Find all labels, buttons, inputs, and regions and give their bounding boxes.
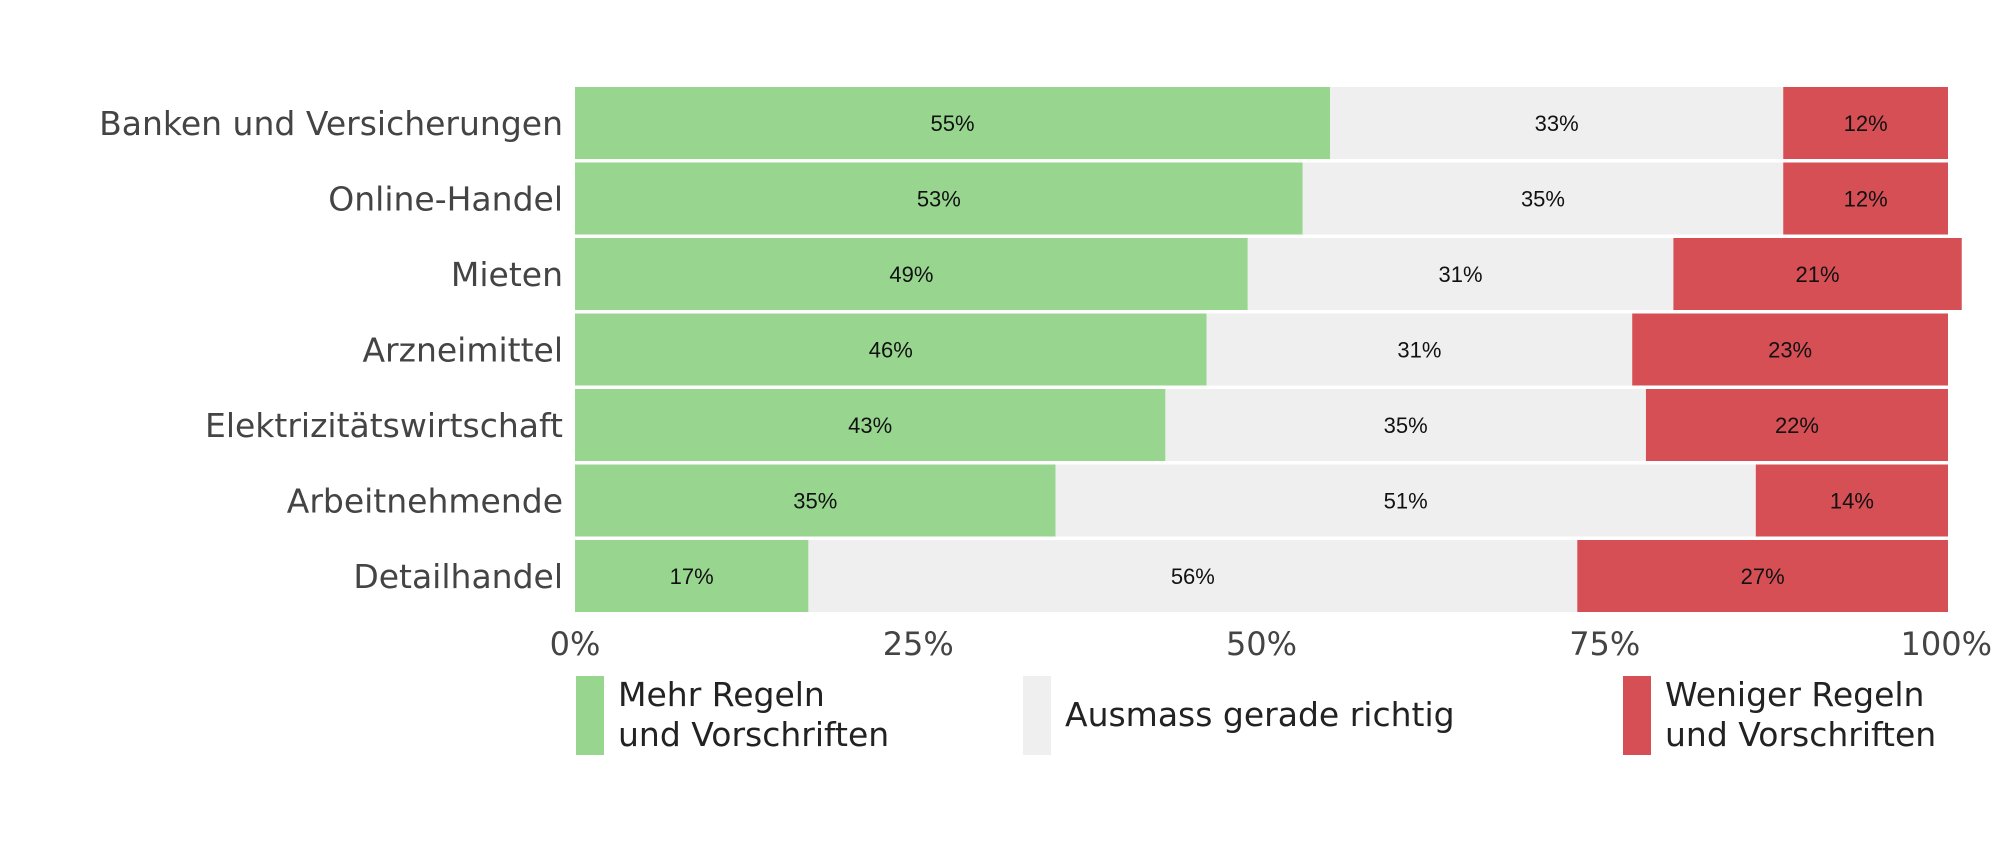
value-label: 31% [1397,338,1441,363]
value-label: 51% [1384,489,1428,514]
value-label: 49% [889,262,933,287]
value-label: 33% [1535,111,1579,136]
bar-segment-2-4 [1206,313,1633,386]
bar-segment-2-2 [1302,162,1784,235]
value-label: 55% [931,111,975,136]
value-label: 12% [1844,187,1888,212]
bar-segment-3-1 [1783,87,1948,159]
bar-segment-3-7 [1577,540,1948,612]
bar-segment-2-3 [1247,238,1674,310]
bar-segment-2-7 [808,540,1578,612]
value-label: 53% [917,187,961,212]
bar-segment-1-3 [575,238,1248,310]
bars-group: 55% 33% 12% 53% 35% 12% 49% 31% 21% 46% 31% 23% 43% 3… [575,87,1962,612]
x-axis: 0% 25% 50% 75% 100% [550,625,1992,663]
legend-label: Ausmass gerade richtig [1065,695,1455,734]
value-label: 14% [1830,489,1874,514]
category-label: Mieten [451,255,563,294]
value-label: 21% [1796,262,1840,287]
x-tick-label: 0% [550,625,601,663]
x-tick-label: 100% [1901,625,1992,663]
bar-segment-1-4 [575,313,1207,386]
bar-segment-3-2 [1783,162,1948,235]
bar-segment-3-4 [1632,313,1948,386]
legend-swatch [1623,676,1651,755]
x-tick-label: 25% [883,625,954,663]
value-label: 35% [1384,413,1428,438]
category-label: Arzneimittel [362,331,563,370]
bar-segment-1-2 [575,162,1303,235]
category-labels: Banken und Versicherungen Online-Handel Mi… [99,104,563,596]
bar-segment-1-1 [575,87,1331,159]
bar-segment-3-5 [1645,389,1948,461]
value-label: 43% [848,413,892,438]
bar-segment-1-5 [575,389,1166,461]
value-label: 31% [1439,262,1483,287]
value-label: 46% [869,338,913,363]
bar-segment-2-5 [1165,389,1646,461]
legend-swatch [576,676,604,755]
category-label: Elektrizitätswirtschaft [205,406,563,445]
value-label: 27% [1741,564,1785,589]
value-label: 22% [1775,413,1819,438]
bar-segment-1-6 [575,464,1056,537]
category-label: Banken und Versicherungen [99,104,563,143]
bar-segment-3-6 [1755,464,1948,537]
legend-label: Weniger Regeln und Vorschriften [1665,675,1936,754]
bar-segment-2-1 [1330,87,1784,159]
legend-label: Mehr Regeln und Vorschriften [618,675,889,754]
category-label: Arbeitnehmende [287,482,563,521]
value-label: 17% [670,564,714,589]
x-tick-label: 50% [1226,625,1297,663]
value-label: 35% [1521,187,1565,212]
category-label: Online-Handel [328,180,563,219]
bar-segment-3-3 [1673,238,1962,310]
value-label: 56% [1171,564,1215,589]
value-label: 23% [1768,338,1812,363]
bar-segment-1-7 [575,540,809,612]
value-label: 12% [1844,111,1888,136]
bar-segment-2-6 [1055,464,1756,537]
x-tick-label: 75% [1569,625,1640,663]
value-label: 35% [793,489,837,514]
legend-swatch [1023,676,1051,755]
category-label: Detailhandel [353,557,563,596]
legend: Mehr Regeln und Vorschriften Ausmass gerad… [576,675,1936,755]
